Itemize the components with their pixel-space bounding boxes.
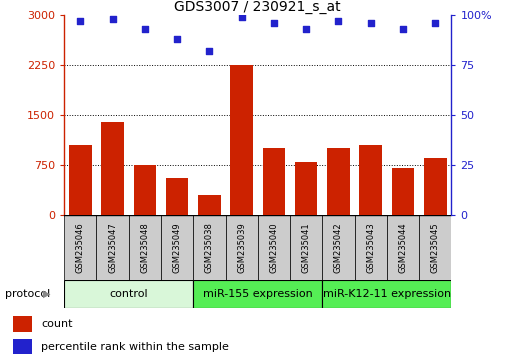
Point — [302, 26, 310, 32]
Point — [399, 26, 407, 32]
Point — [367, 20, 375, 26]
Bar — [69, 145, 91, 215]
Text: GSM235044: GSM235044 — [399, 222, 407, 273]
Bar — [13, 316, 32, 332]
Bar — [387, 215, 419, 280]
Point — [108, 16, 116, 22]
Text: GSM235039: GSM235039 — [237, 222, 246, 273]
Bar — [161, 215, 193, 280]
Bar — [360, 145, 382, 215]
Text: control: control — [109, 289, 148, 299]
Title: GDS3007 / 230921_s_at: GDS3007 / 230921_s_at — [174, 0, 341, 14]
Bar — [258, 215, 290, 280]
Text: GSM235049: GSM235049 — [172, 222, 182, 273]
Point — [205, 48, 213, 54]
Point — [270, 20, 278, 26]
Bar — [64, 215, 96, 280]
Bar — [96, 215, 129, 280]
Point — [431, 20, 440, 26]
Bar — [101, 122, 124, 215]
Text: GSM235040: GSM235040 — [269, 222, 279, 273]
Bar — [129, 215, 161, 280]
Bar — [322, 215, 354, 280]
Point — [238, 14, 246, 20]
Point — [141, 26, 149, 32]
Bar — [354, 215, 387, 280]
Bar — [263, 148, 285, 215]
Bar — [419, 215, 451, 280]
Bar — [226, 215, 258, 280]
Bar — [64, 280, 193, 308]
Text: miR-155 expression: miR-155 expression — [203, 289, 312, 299]
Text: GSM235043: GSM235043 — [366, 222, 375, 273]
Point — [76, 18, 84, 24]
Bar — [322, 280, 451, 308]
Text: miR-K12-11 expression: miR-K12-11 expression — [323, 289, 451, 299]
Bar — [166, 178, 188, 215]
Bar — [424, 158, 447, 215]
Bar — [198, 195, 221, 215]
Bar — [327, 148, 350, 215]
Text: protocol: protocol — [5, 289, 50, 299]
Text: percentile rank within the sample: percentile rank within the sample — [41, 342, 229, 352]
Text: count: count — [41, 319, 72, 329]
Text: GSM235047: GSM235047 — [108, 222, 117, 273]
Bar — [392, 169, 415, 215]
Bar — [230, 65, 253, 215]
Bar — [295, 162, 318, 215]
Bar — [193, 280, 322, 308]
Text: ▶: ▶ — [43, 289, 50, 299]
Bar — [290, 215, 322, 280]
Text: GSM235038: GSM235038 — [205, 222, 214, 273]
Text: GSM235041: GSM235041 — [302, 222, 311, 273]
Bar — [193, 215, 226, 280]
Bar — [13, 339, 32, 354]
Bar — [133, 165, 156, 215]
Point — [173, 36, 181, 42]
Point — [334, 18, 343, 24]
Text: GSM235045: GSM235045 — [431, 222, 440, 273]
Text: GSM235048: GSM235048 — [141, 222, 149, 273]
Text: GSM235042: GSM235042 — [334, 222, 343, 273]
Text: GSM235046: GSM235046 — [76, 222, 85, 273]
